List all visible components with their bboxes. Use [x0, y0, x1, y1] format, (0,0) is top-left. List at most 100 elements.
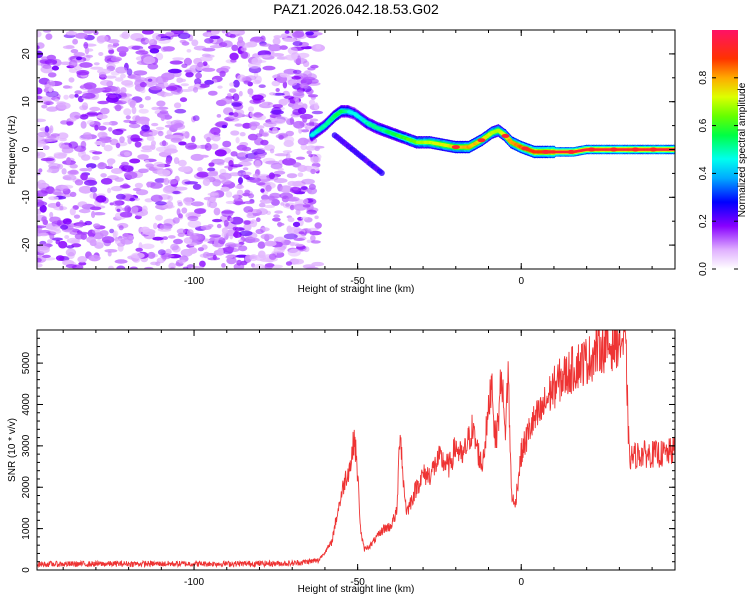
noise-blob: [162, 204, 175, 209]
noise-blob: [292, 109, 303, 116]
noise-blob: [129, 158, 141, 164]
noise-blob: [285, 203, 290, 207]
noise-blob: [228, 88, 237, 93]
noise-blob: [299, 83, 309, 89]
noise-blob: [292, 41, 303, 47]
noise-blob: [83, 132, 92, 138]
noise-blob: [137, 154, 149, 160]
noise-blob: [191, 266, 204, 269]
noise-blob: [79, 105, 88, 111]
noise-blob: [55, 201, 61, 207]
noise-blob: [204, 142, 212, 151]
noise-blob: [295, 156, 306, 160]
noise-blob: [248, 62, 261, 69]
y-tick-label: 0: [21, 146, 32, 152]
noise-blob: [178, 141, 187, 146]
noise-blob: [208, 162, 215, 167]
noise-blob: [99, 230, 109, 237]
noise-blob: [97, 68, 111, 75]
noise-blob: [256, 182, 266, 186]
noise-blob: [207, 170, 219, 177]
noise-blob: [237, 36, 244, 44]
noise-blob: [130, 134, 141, 143]
noise-blob: [269, 92, 276, 96]
noise-blob: [73, 214, 81, 219]
noise-blob: [189, 235, 199, 240]
noise-blob: [202, 178, 211, 186]
noise-blob: [170, 137, 182, 143]
noise-blob: [202, 251, 210, 259]
noise-blob: [37, 263, 43, 268]
noise-blob: [49, 232, 55, 240]
noise-blob: [265, 184, 272, 192]
noise-blob: [95, 239, 104, 246]
noise-blob: [198, 83, 210, 88]
noise-blob: [287, 217, 295, 223]
noise-blob: [103, 144, 113, 152]
noise-blob: [157, 227, 172, 232]
colorbar-gradient: [712, 30, 738, 269]
noise-blob: [301, 178, 315, 185]
noise-blob: [141, 124, 150, 132]
noise-blob: [229, 172, 242, 177]
noise-blob: [89, 186, 98, 193]
noise-blob: [310, 156, 321, 164]
noise-blob: [209, 234, 222, 238]
noise-blob: [116, 265, 126, 269]
noise-blob: [293, 238, 305, 241]
noise-blob: [55, 255, 65, 261]
noise-blob: [41, 216, 47, 223]
noise-blob: [210, 143, 219, 150]
noise-blob: [167, 179, 178, 185]
noise-blob: [81, 154, 91, 161]
noise-blob: [80, 121, 87, 129]
noise-blob: [229, 232, 234, 240]
top-x-axis-label: Height of straight line (km): [298, 284, 415, 295]
noise-blob: [47, 135, 57, 139]
noise-blob: [115, 86, 121, 95]
noise-blob: [166, 129, 172, 136]
noise-blob: [138, 242, 143, 250]
noise-blob: [119, 211, 133, 218]
noise-blob: [136, 189, 149, 196]
noise-blob: [259, 198, 273, 204]
noise-blob: [45, 34, 52, 40]
noise-blob: [92, 151, 103, 155]
noise-blob: [314, 146, 320, 151]
noise-blob: [191, 135, 196, 143]
noise-blob: [308, 78, 319, 84]
noise-blob: [285, 261, 293, 266]
noise-blob: [100, 178, 113, 185]
noise-blob: [177, 32, 191, 40]
noise-blob: [192, 115, 200, 122]
noise-blob: [56, 219, 62, 226]
noise-blob: [280, 185, 293, 194]
noise-blob: [209, 35, 221, 40]
noise-blob: [189, 64, 201, 73]
noise-blob: [278, 135, 284, 140]
noise-blob: [264, 264, 273, 269]
noise-blob: [69, 163, 78, 169]
noise-blob: [238, 177, 243, 185]
noise-blob: [51, 65, 60, 71]
noise-blob: [65, 264, 77, 269]
noise-blob: [208, 200, 218, 209]
noise-blob: [60, 184, 74, 189]
noise-blob: [181, 63, 188, 68]
noise-blob: [280, 33, 288, 39]
noise-blob: [126, 68, 133, 76]
noise-blob: [60, 224, 69, 230]
noise-blob: [89, 106, 101, 112]
noise-blob: [262, 65, 276, 71]
noise-blob: [52, 188, 62, 196]
noise-blob: [297, 164, 308, 173]
noise-blob: [104, 249, 118, 253]
noise-blob: [240, 51, 249, 59]
noise-blob: [221, 227, 228, 234]
noise-blob: [209, 45, 224, 49]
noise-blob: [108, 94, 117, 99]
noise-blob: [117, 244, 124, 252]
noise-blob: [140, 226, 151, 233]
noise-blob: [43, 30, 52, 33]
